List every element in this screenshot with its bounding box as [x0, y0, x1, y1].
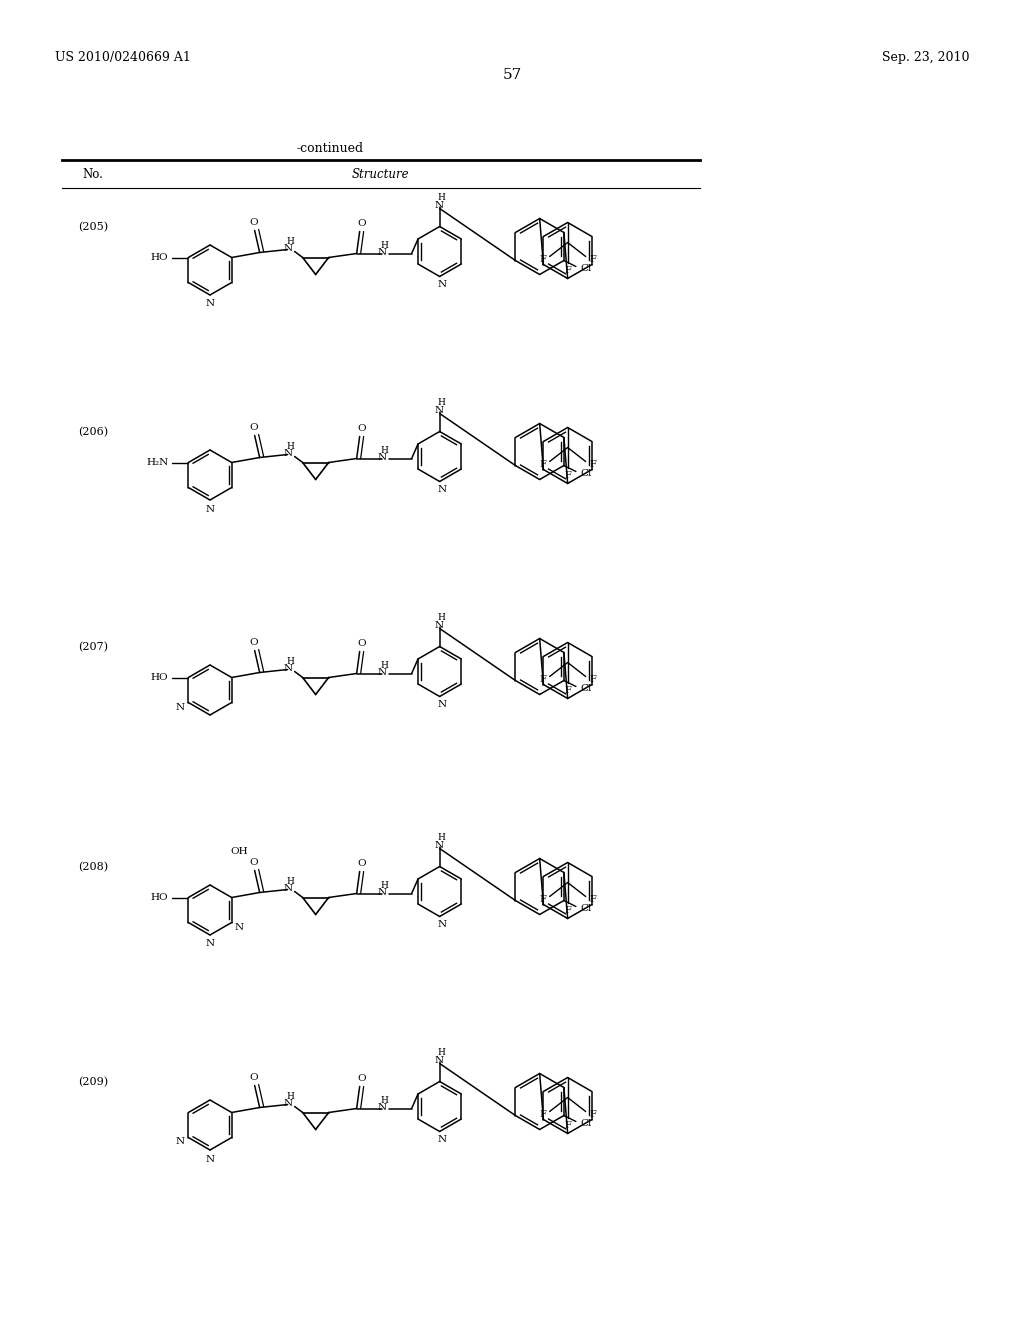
Text: Cl: Cl: [580, 904, 591, 913]
Text: Sep. 23, 2010: Sep. 23, 2010: [882, 51, 969, 65]
Text: F: F: [589, 675, 596, 684]
Text: N: N: [377, 453, 386, 462]
Text: N: N: [283, 244, 292, 253]
Text: HO: HO: [151, 253, 168, 261]
Text: H: H: [437, 1048, 445, 1057]
Text: F: F: [564, 686, 571, 696]
Text: F: F: [540, 675, 546, 684]
Text: O: O: [249, 422, 258, 432]
Text: N: N: [283, 884, 292, 894]
Text: O: O: [357, 859, 366, 869]
Text: (209): (209): [78, 1077, 109, 1088]
Text: H: H: [287, 238, 295, 246]
Text: (207): (207): [78, 642, 108, 652]
Text: No.: No.: [82, 169, 102, 181]
Text: F: F: [589, 459, 596, 469]
Text: O: O: [249, 858, 258, 867]
Text: (208): (208): [78, 862, 109, 873]
Text: N: N: [434, 201, 443, 210]
Text: HO: HO: [151, 673, 168, 682]
Text: N: N: [437, 1135, 446, 1144]
Text: N: N: [377, 1104, 386, 1111]
Text: H: H: [381, 880, 388, 890]
Text: N: N: [437, 920, 446, 929]
Text: OH: OH: [230, 847, 248, 857]
Text: N: N: [176, 1138, 185, 1147]
Text: N: N: [434, 407, 443, 414]
Text: O: O: [357, 219, 366, 228]
Text: H: H: [287, 1092, 295, 1101]
Text: N: N: [283, 449, 292, 458]
Text: US 2010/0240669 A1: US 2010/0240669 A1: [55, 51, 190, 65]
Text: N: N: [377, 888, 386, 898]
Text: Cl: Cl: [580, 1119, 591, 1129]
Text: N: N: [206, 940, 215, 949]
Text: 57: 57: [503, 69, 521, 82]
Text: N: N: [437, 484, 446, 494]
Text: -continued: -continued: [296, 141, 364, 154]
Text: N: N: [206, 300, 215, 309]
Text: F: F: [564, 471, 571, 480]
Text: Cl: Cl: [580, 684, 591, 693]
Text: F: F: [540, 255, 546, 264]
Text: O: O: [357, 424, 366, 433]
Text: (205): (205): [78, 222, 109, 232]
Text: O: O: [357, 1074, 366, 1082]
Text: N: N: [176, 702, 185, 711]
Text: N: N: [206, 504, 215, 513]
Text: HO: HO: [151, 894, 168, 902]
Text: F: F: [540, 1110, 546, 1119]
Text: H: H: [381, 446, 388, 455]
Text: Structure: Structure: [351, 169, 409, 181]
Text: N: N: [234, 923, 244, 932]
Text: N: N: [377, 248, 386, 257]
Text: O: O: [357, 639, 366, 648]
Text: O: O: [249, 218, 258, 227]
Text: F: F: [564, 906, 571, 915]
Text: F: F: [564, 1121, 571, 1130]
Text: N: N: [434, 620, 443, 630]
Text: N: N: [437, 700, 446, 709]
Text: N: N: [434, 841, 443, 850]
Text: N: N: [283, 664, 292, 673]
Text: O: O: [249, 1073, 258, 1082]
Text: N: N: [283, 1100, 292, 1107]
Text: H: H: [437, 399, 445, 407]
Text: H₂N: H₂N: [146, 458, 168, 467]
Text: Cl: Cl: [580, 264, 591, 273]
Text: H: H: [287, 442, 295, 451]
Text: F: F: [589, 255, 596, 264]
Text: H: H: [287, 657, 295, 667]
Text: N: N: [377, 668, 386, 677]
Text: N: N: [434, 1056, 443, 1065]
Text: H: H: [381, 1096, 388, 1105]
Text: H: H: [381, 661, 388, 671]
Text: F: F: [589, 1110, 596, 1119]
Text: F: F: [564, 267, 571, 275]
Text: (206): (206): [78, 426, 109, 437]
Text: Cl: Cl: [580, 469, 591, 478]
Text: N: N: [206, 1155, 215, 1163]
Text: H: H: [437, 612, 445, 622]
Text: H: H: [287, 876, 295, 886]
Text: N: N: [437, 280, 446, 289]
Text: H: H: [437, 193, 445, 202]
Text: O: O: [249, 638, 258, 647]
Text: H: H: [437, 833, 445, 842]
Text: F: F: [540, 459, 546, 469]
Text: F: F: [589, 895, 596, 904]
Text: H: H: [381, 242, 388, 249]
Text: F: F: [540, 895, 546, 904]
